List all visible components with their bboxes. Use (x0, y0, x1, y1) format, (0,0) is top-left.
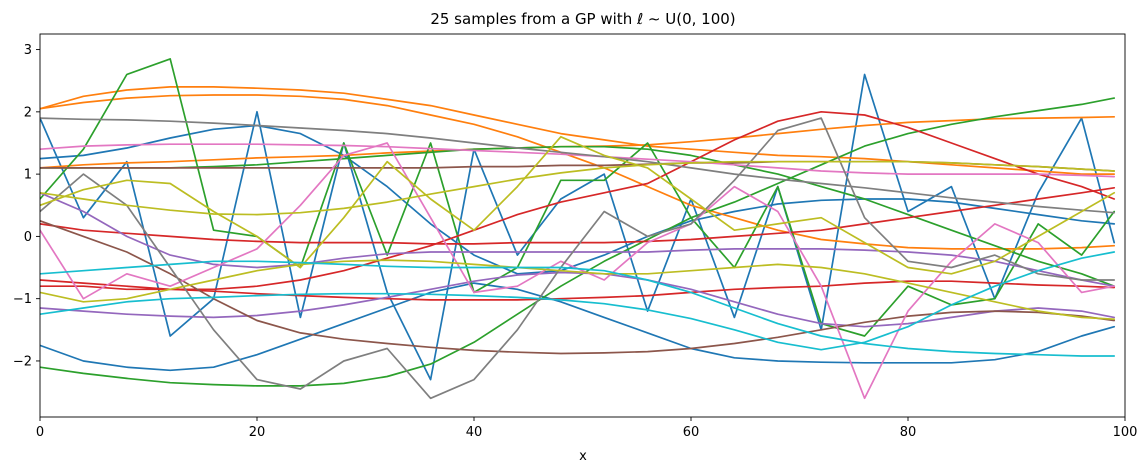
y-tick-label: 1 (24, 168, 32, 183)
series-line-25 (40, 251, 1116, 351)
series-line-23 (40, 160, 1116, 216)
chart-title: 25 samples from a GP with ℓ ∼ U(0, 100) (430, 10, 735, 28)
series-line-14 (40, 271, 1116, 328)
series-line-3 (40, 282, 1116, 372)
series-line-21 (40, 135, 1116, 275)
y-tick-label: 3 (24, 43, 32, 58)
x-axis-label: x (579, 449, 587, 464)
x-tick-label: 40 (466, 425, 483, 440)
series-line-19 (40, 117, 1116, 400)
x-tick-label: 60 (683, 425, 700, 440)
series-line-24 (40, 260, 1116, 357)
series-line-11 (40, 110, 1116, 291)
series-line-2 (40, 124, 1116, 275)
y-tick-label: 0 (24, 230, 32, 245)
series-line-18 (40, 143, 1116, 178)
x-tick-label: 100 (1113, 425, 1138, 440)
series-line-22 (40, 259, 1116, 321)
series-line-15 (40, 219, 1116, 355)
series-line-10 (40, 186, 1116, 245)
series-line-1 (40, 73, 1116, 381)
x-tick-label: 0 (36, 425, 44, 440)
y-tick-label: 2 (24, 105, 32, 120)
y-tick-label: −2 (13, 354, 32, 369)
series-line-20 (40, 117, 1116, 214)
series-line-7 (40, 58, 1116, 337)
plot-frame (39, 33, 1126, 418)
series-line-4 (40, 86, 1116, 175)
series-layer (40, 58, 1116, 400)
y-tick-label: −1 (13, 292, 32, 307)
x-tick-label: 20 (249, 425, 266, 440)
x-tick-label: 80 (900, 425, 917, 440)
series-line-5 (40, 94, 1116, 250)
series-line-17 (40, 142, 1116, 400)
series-line-12 (40, 279, 1116, 301)
axes-layer: 0 20 40 60 80 100 −2 −1 0 1 2 3 (13, 33, 1138, 440)
